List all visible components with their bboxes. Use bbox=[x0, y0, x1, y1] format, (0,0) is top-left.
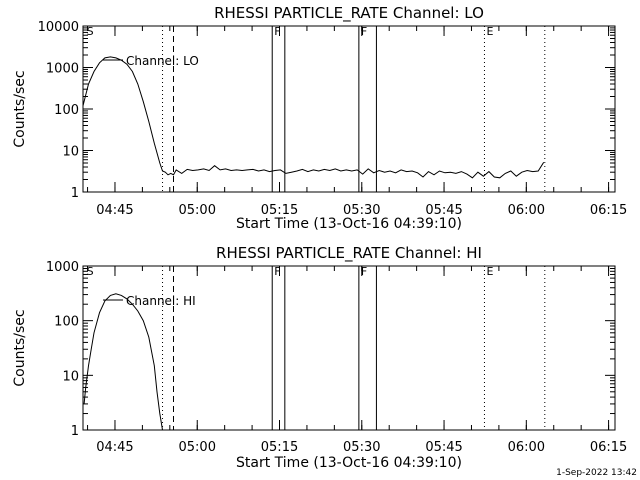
y-tick-label: 1000 bbox=[46, 260, 79, 275]
flag-label: F bbox=[361, 25, 367, 38]
x-tick-label: 05:15 bbox=[261, 440, 298, 455]
y-tick-label: 10000 bbox=[38, 20, 79, 35]
x-axis-label: Start Time (13-Oct-16 04:39:10) bbox=[236, 216, 462, 232]
x-tick-label: 05:00 bbox=[179, 203, 216, 218]
flag-label: E bbox=[486, 25, 493, 38]
x-tick-label: 05:30 bbox=[343, 203, 380, 218]
chart-title: RHESSI PARTICLE_RATE Channel: HI bbox=[216, 244, 482, 263]
y-tick-label: 10 bbox=[62, 369, 79, 384]
y-tick-label: 100 bbox=[54, 103, 79, 118]
x-tick-label: 06:00 bbox=[508, 440, 545, 455]
flag-label: E bbox=[486, 265, 493, 278]
x-tick-label: 06:15 bbox=[590, 203, 627, 218]
x-axis-label: Start Time (13-Oct-16 04:39:10) bbox=[236, 455, 462, 471]
y-tick-label: 1 bbox=[71, 186, 79, 201]
flag-label: S bbox=[87, 265, 94, 278]
x-tick-label: 05:00 bbox=[179, 440, 216, 455]
y-tick-label: 1 bbox=[71, 424, 79, 439]
flag-label: F bbox=[274, 25, 280, 38]
x-tick-label: 04:45 bbox=[96, 440, 133, 455]
legend-label: Channel: LO bbox=[126, 54, 199, 68]
chart-title: RHESSI PARTICLE_RATE Channel: LO bbox=[214, 4, 484, 23]
flag-label: S bbox=[87, 25, 94, 38]
x-tick-label: 06:00 bbox=[508, 203, 545, 218]
x-tick-label: 05:45 bbox=[425, 203, 462, 218]
series-line bbox=[82, 56, 545, 179]
panel-hi: RHESSI PARTICLE_RATE Channel: HI Start Ti… bbox=[12, 244, 627, 471]
plot-frame bbox=[82, 265, 616, 431]
x-tick-label: 04:45 bbox=[96, 203, 133, 218]
x-tick-label: 05:45 bbox=[425, 440, 462, 455]
y-tick-label: 1000 bbox=[46, 62, 79, 77]
y-axis-label: Counts/sec bbox=[12, 309, 28, 386]
y-tick-label: 100 bbox=[54, 315, 79, 330]
footer-timestamp: 1-Sep-2022 13:42 bbox=[556, 468, 637, 478]
flag-label: F bbox=[361, 265, 367, 278]
x-tick-label: 05:15 bbox=[261, 203, 298, 218]
panel-lo: RHESSI PARTICLE_RATE Channel: LO Start Ti… bbox=[12, 4, 627, 232]
y-tick-label: 10 bbox=[62, 145, 79, 160]
y-axis-label: Counts/sec bbox=[12, 70, 28, 147]
x-tick-label: 06:15 bbox=[590, 440, 627, 455]
flag-label: F bbox=[274, 265, 280, 278]
legend-label: Channel: HI bbox=[126, 294, 196, 308]
x-tick-label: 05:30 bbox=[343, 440, 380, 455]
series-line bbox=[83, 293, 163, 431]
